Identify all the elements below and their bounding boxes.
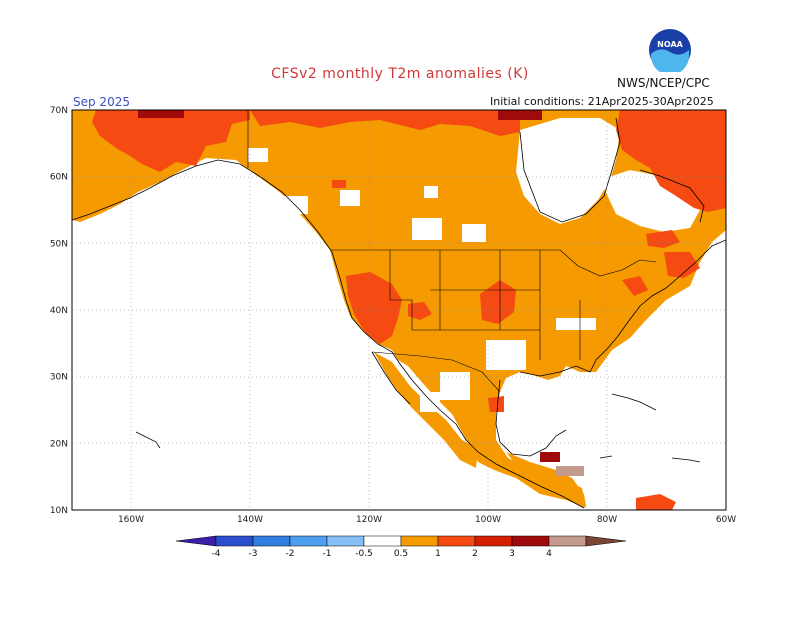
jamaica-coastline (599, 455, 613, 459)
lat-label: 70N (50, 106, 68, 116)
longitude-labels: 160W 140W 120W 100W 80W 60W (118, 515, 736, 525)
lon-label: 140W (237, 515, 263, 525)
colorbar-segment (400, 535, 439, 547)
warm-south-america (636, 494, 676, 510)
lon-label: 160W (118, 515, 144, 525)
colorbar-segment (215, 535, 254, 547)
us-canada-border-east (559, 249, 657, 277)
noaa-logo: NOAA (649, 29, 691, 72)
atlantic-coastline (519, 239, 726, 377)
graticule (72, 110, 726, 510)
organization-label: NWS/NCEP/CPC (617, 76, 710, 90)
near-normal-mexico-1 (440, 372, 470, 400)
latitude-labels: 70N 60N 50N 40N 30N 20N 10N (50, 106, 68, 516)
lon-label: 60W (716, 515, 736, 525)
map-frame (71, 109, 727, 511)
hot-arctic (498, 110, 542, 120)
colorbar-label: 0.5 (394, 549, 408, 559)
near-normal-patch-4 (248, 148, 268, 162)
colorbar-label: -3 (249, 549, 258, 559)
cuba-coastline (611, 393, 657, 411)
forecast-month: Sep 2025 (73, 95, 130, 109)
near-normal-patch-6 (424, 186, 438, 198)
colorbar-segment (363, 535, 402, 547)
colorbar-label: 1 (435, 549, 441, 559)
hot-central-america (540, 452, 560, 462)
near-normal-patch-2 (462, 224, 486, 242)
colorbar-label: -4 (212, 549, 221, 559)
colorbar-segment (326, 535, 365, 547)
near-normal-patch-1 (412, 218, 442, 240)
hudson-bay-coastline (519, 117, 621, 223)
lat-label: 40N (50, 306, 68, 316)
colorbar-label: 3 (509, 549, 515, 559)
hot-alaska-north (138, 110, 184, 118)
lat-label: 20N (50, 439, 68, 449)
lat-label: 30N (50, 373, 68, 383)
lat-label: 60N (50, 173, 68, 183)
state-lines-2 (430, 250, 581, 360)
warm-alaska (92, 110, 250, 172)
colorbar-label: -1 (323, 549, 332, 559)
colorbar-min-arrow (175, 535, 217, 547)
colorbar-segment (474, 535, 513, 547)
warm-patch-oregon (356, 292, 372, 304)
colorbar: -4 -3 -2 -1 -0.5 0.5 1 2 3 4 (175, 535, 627, 559)
anomaly-region-2-to-3 (138, 110, 560, 462)
noaa-logo-text: NOAA (657, 40, 683, 49)
pacific-coastline (72, 159, 585, 509)
near-normal-areas (248, 118, 700, 412)
hawaii-coastline (135, 431, 161, 449)
lat-label: 50N (50, 239, 68, 249)
colorbar-segment (437, 535, 476, 547)
noaa-logo-wave (651, 49, 689, 72)
labrador-coastline (639, 169, 705, 223)
lon-label: 120W (356, 515, 382, 525)
lon-label: 100W (475, 515, 501, 525)
colorbar-segment (511, 535, 550, 547)
colorbar-segment (289, 535, 328, 547)
very-hot-central-america (556, 466, 584, 476)
near-normal-patch-5 (340, 190, 360, 206)
gulf-coastline (495, 379, 567, 457)
warm-mexico-patch (488, 396, 504, 412)
anomaly-region-1-to-2 (92, 110, 726, 510)
colorbar-label: 2 (472, 549, 478, 559)
near-normal-patch-7 (556, 318, 596, 330)
lat-label: 10N (50, 506, 68, 516)
colorbar-label: 4 (546, 549, 552, 559)
colorbar-label: -0.5 (355, 549, 373, 559)
warm-arctic-canada (250, 110, 520, 136)
warm-central-plains (480, 280, 516, 324)
warm-new-england (622, 276, 648, 296)
map-title: CFSv2 monthly T2m anomalies (K) (271, 66, 529, 82)
baja-coastline (371, 351, 411, 405)
hispaniola-coastline (671, 457, 701, 463)
anomaly-field (72, 110, 726, 510)
warm-california-nevada (346, 272, 402, 344)
warm-rockies (408, 302, 432, 320)
warm-maritimes (664, 252, 700, 278)
initial-conditions: Initial conditions: 21Apr2025-30Apr2025 (490, 95, 714, 108)
colorbar-max-arrow (585, 535, 627, 547)
warm-quebec (646, 230, 680, 248)
anomaly-region-central-america (506, 452, 586, 506)
near-normal-hudson-bay (516, 118, 620, 224)
near-normal-mexico-2 (420, 392, 440, 412)
lon-label: 80W (597, 515, 617, 525)
near-normal-texas (486, 340, 526, 370)
colorbar-segment (252, 535, 291, 547)
colorbar-segment (548, 535, 587, 547)
warm-greenland-baffin (616, 110, 726, 212)
coastlines (72, 117, 726, 509)
warm-patch-canada (332, 180, 346, 188)
colorbar-label: -2 (286, 549, 295, 559)
